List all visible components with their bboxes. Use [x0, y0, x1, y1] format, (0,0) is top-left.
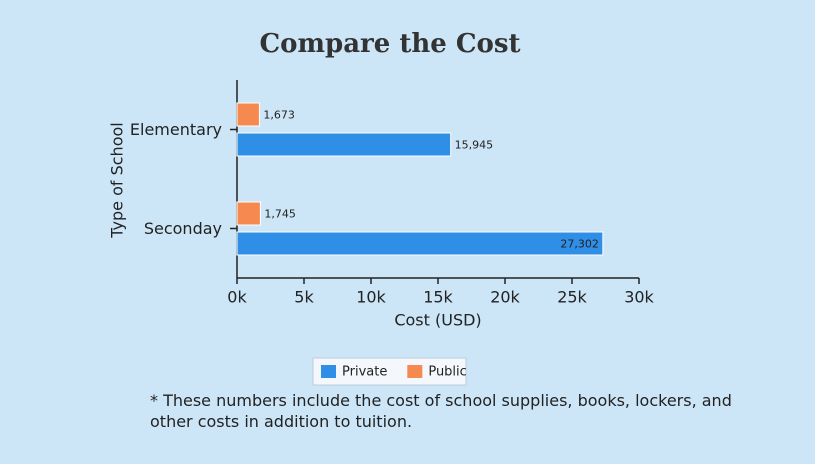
- value-label: 1,745: [264, 208, 296, 221]
- y-tick-label: Seconday: [144, 219, 222, 238]
- legend-label: Private: [342, 365, 387, 380]
- value-label: 27,302: [560, 238, 599, 251]
- y-tick-label: Elementary: [130, 120, 222, 139]
- chart-title: Compare the Cost: [259, 29, 520, 59]
- footnote: * These numbers include the cost of scho…: [150, 391, 732, 431]
- x-axis-label: Cost (USD): [394, 311, 481, 330]
- y-axis-label: Type of School: [108, 122, 127, 238]
- bar: [236, 102, 260, 127]
- legend-swatch: [321, 365, 336, 378]
- x-tick-label: 30k: [624, 288, 654, 307]
- value-label: 1,673: [263, 109, 295, 122]
- x-tick-label: 10k: [356, 288, 386, 307]
- x-tick-label: 0k: [227, 288, 247, 307]
- x-tick-label: 25k: [557, 288, 587, 307]
- x-tick-label: 15k: [423, 288, 453, 307]
- legend-swatch: [407, 365, 423, 378]
- legend-box: [312, 357, 467, 386]
- bar: [236, 201, 261, 226]
- bar: [236, 132, 452, 157]
- bar: [236, 231, 604, 256]
- x-tick-label: 20k: [490, 288, 520, 307]
- x-tick-label: 5k: [294, 288, 314, 307]
- legend-label: Public: [428, 365, 466, 380]
- value-label: 15,945: [455, 139, 494, 152]
